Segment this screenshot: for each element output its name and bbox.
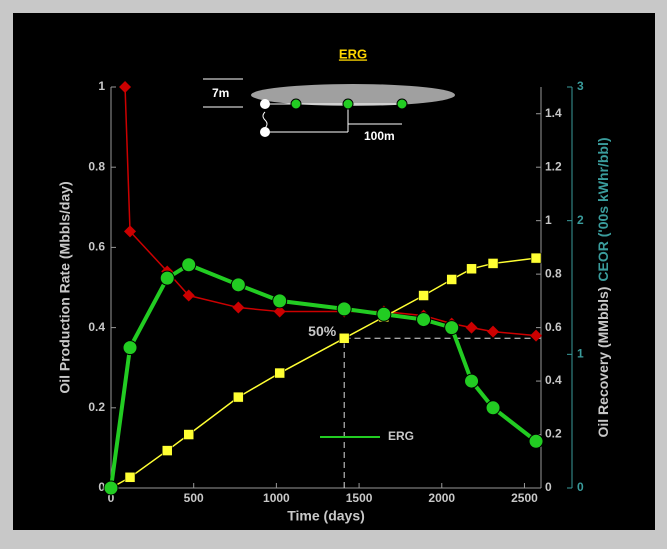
chart-title: ERG	[339, 46, 367, 61]
x-tick-label: 1000	[263, 491, 290, 505]
marker	[465, 374, 479, 388]
y2-tick-label: 0.4	[545, 373, 562, 387]
y-axis-label: Oil Production Rate (Mbbls/day)	[57, 181, 73, 393]
x-tick-label: 2000	[428, 491, 455, 505]
y3-tick-label: 0	[577, 480, 584, 494]
annotation: 7m	[212, 86, 229, 100]
y-tick-label: 0.4	[88, 320, 105, 334]
y-tick-label: 0.6	[88, 240, 105, 254]
marker	[531, 253, 541, 263]
marker	[125, 472, 135, 482]
y2-tick-label: 0.6	[545, 320, 562, 334]
y3-tick-label: 1	[577, 347, 584, 361]
y2-tick-label: 1.4	[545, 106, 562, 120]
y2-tick-label: 1.2	[545, 159, 562, 173]
marker	[104, 481, 118, 495]
legend-label: ERG	[388, 429, 414, 443]
y3-tick-label: 3	[577, 79, 584, 93]
marker	[417, 313, 431, 327]
y3-tick-label: 2	[577, 213, 584, 227]
marker	[467, 264, 477, 274]
marker	[337, 302, 351, 316]
y2-tick-label: 0.2	[545, 427, 562, 441]
marker	[184, 430, 194, 440]
y-tick-label: 0.8	[88, 159, 105, 173]
marker	[160, 271, 174, 285]
marker	[445, 321, 459, 335]
chart: ERG 7m 100m 0 500 1000 1500 2000 2500 0 0.2 0.4 0…	[0, 0, 667, 544]
y2-tick-label: 0.8	[545, 266, 562, 280]
marker	[162, 446, 172, 456]
y3-axis-label-part: CEOR ('00s kWhr/bbl)	[595, 137, 611, 281]
x-axis-label: Time (days)	[287, 508, 365, 524]
y-tick-label: 1	[98, 79, 105, 93]
marker	[419, 291, 429, 301]
y-tick-label: 0.2	[88, 400, 105, 414]
marker	[339, 333, 349, 343]
x-tick-label: 2500	[511, 491, 538, 505]
annotation: 50%	[308, 323, 337, 339]
marker	[231, 278, 245, 292]
marker	[377, 307, 391, 321]
marker	[447, 274, 457, 284]
y2-tick-label: 0	[545, 480, 552, 494]
marker	[275, 368, 285, 378]
marker	[529, 434, 543, 448]
marker	[486, 401, 500, 415]
y2-axis-label: Oil Recovery (MMbbls) CEOR ('00s kWhr/bbl…	[595, 137, 611, 437]
marker	[233, 392, 243, 402]
marker	[273, 294, 287, 308]
y2-tick-label: 1	[545, 213, 552, 227]
marker	[182, 258, 196, 272]
annotation: 100m	[364, 129, 395, 143]
x-tick-label: 1500	[346, 491, 373, 505]
y2-axis-label-part: Oil Recovery (MMbbls)	[595, 287, 611, 438]
marker	[488, 258, 498, 268]
marker	[123, 341, 137, 355]
x-tick-label: 500	[184, 491, 204, 505]
